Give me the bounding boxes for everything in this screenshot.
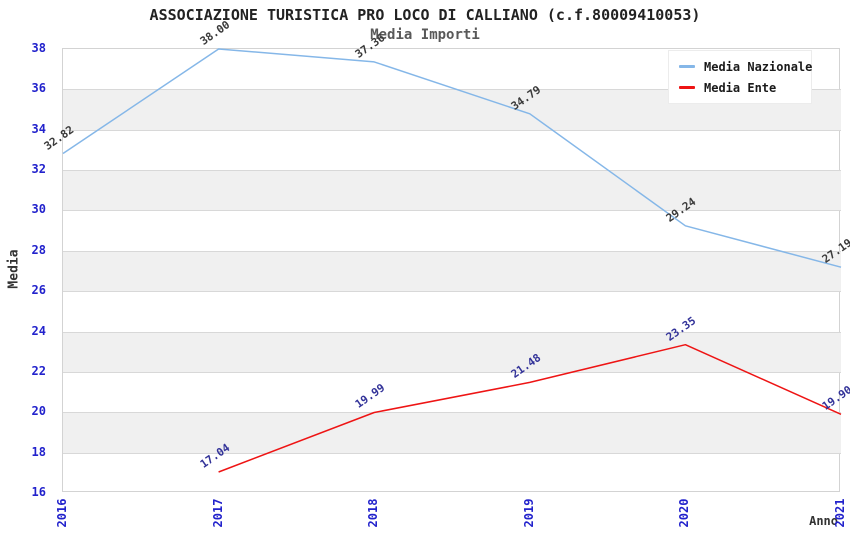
legend-swatch-red-line-icon [679, 86, 695, 89]
y-tick-label: 16 [31, 485, 46, 499]
y-tick-label: 26 [31, 283, 46, 298]
x-tick-label: 2017 [210, 498, 225, 528]
gridline [63, 170, 841, 172]
gridline [63, 371, 841, 373]
gridline [63, 250, 841, 252]
gridline [63, 89, 841, 91]
background-band [63, 170, 841, 211]
x-tick-label: 2019 [521, 498, 536, 528]
background-band [63, 250, 841, 292]
chart-subtitle: Media Importi [370, 27, 480, 43]
y-tick-label: 36 [31, 81, 46, 96]
background-band [63, 331, 841, 372]
legend-item-media-ente: Media Ente [679, 81, 811, 95]
y-tick-label: 18 [31, 444, 46, 459]
plot-area [62, 48, 842, 492]
gridline [63, 210, 841, 212]
series-lines [62, 48, 842, 473]
x-axis-title: Anno [809, 514, 838, 528]
gridline [63, 331, 841, 333]
legend-swatch-blue-line-icon [679, 65, 695, 68]
series-line-media-nazionale [62, 48, 842, 268]
x-tick-label: 2018 [366, 498, 381, 528]
y-tick-label: 20 [31, 404, 46, 419]
legend: Media Nazionale Media Ente [668, 50, 812, 104]
y-tick-label: 32 [31, 162, 46, 177]
y-tick-label: 24 [31, 323, 46, 338]
legend-item-media-nazionale: Media Nazionale [679, 59, 813, 74]
y-tick-label: 30 [31, 202, 46, 217]
x-tick-label: 2016 [55, 498, 69, 528]
gridline [63, 412, 841, 414]
legend-label: Media Nazionale [704, 59, 813, 74]
x-tick-label: 2021 [833, 498, 847, 528]
gridline [63, 129, 841, 131]
series-line-media-ente [218, 343, 842, 473]
chart-title: ASSOCIAZIONE TURISTICA PRO LOCO DI CALLI… [149, 6, 701, 24]
y-tick-label: 38 [31, 41, 46, 55]
gridline [63, 291, 841, 293]
y-tick-label: 22 [31, 363, 46, 378]
x-tick-label: 2020 [677, 498, 692, 528]
y-tick-label: 28 [31, 242, 46, 257]
y-tick-label: 34 [31, 121, 46, 136]
background-band [63, 412, 841, 453]
legend-label: Media Ente [704, 80, 777, 95]
gridline [63, 452, 841, 454]
